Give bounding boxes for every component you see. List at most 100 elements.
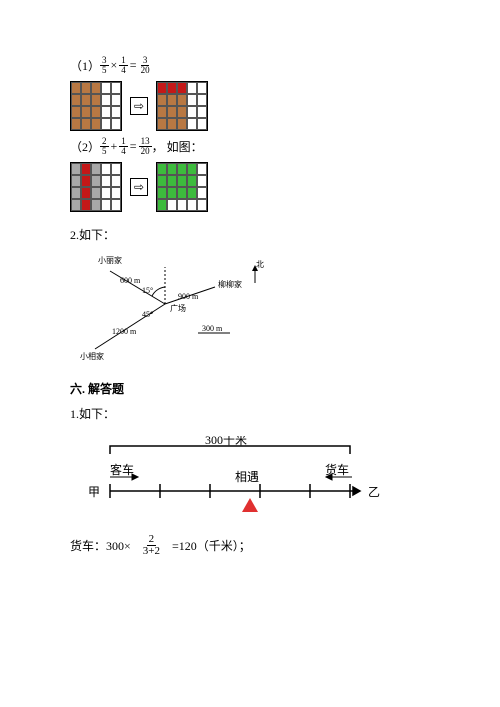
grid-cell	[167, 175, 177, 187]
grid-cell	[157, 163, 167, 175]
grid-row-1: ⇨	[70, 81, 430, 131]
frac-1a: 35	[100, 56, 109, 75]
grid-2-left	[70, 162, 122, 212]
grid-cell	[81, 175, 91, 187]
grid-cell	[177, 187, 187, 199]
grid-cell	[91, 187, 101, 199]
frac-1c: 320	[139, 56, 152, 75]
svg-text:甲: 甲	[88, 485, 100, 499]
grid-cell	[81, 82, 91, 94]
svg-text:300千米: 300千米	[205, 436, 247, 447]
grid-cell	[187, 106, 197, 118]
equation-2: （2） 25 + 14 = 1320 ， 如图：	[70, 137, 430, 156]
grid-cell	[111, 106, 121, 118]
grid-cell	[71, 118, 81, 130]
grid-cell	[91, 82, 101, 94]
svg-text:900 m: 900 m	[178, 292, 199, 301]
grid-cell	[101, 82, 111, 94]
grid-cell	[167, 199, 177, 211]
svg-text:小丽家: 小丽家	[98, 255, 122, 265]
grid-cell	[167, 82, 177, 94]
grid-cell	[167, 187, 177, 199]
grid-cell	[177, 175, 187, 187]
grid-cell	[101, 163, 111, 175]
meeting-triangle-icon	[242, 498, 258, 512]
grid-cell	[177, 199, 187, 211]
grid-cell	[101, 175, 111, 187]
grid-cell	[157, 187, 167, 199]
problem-6-1: 1.如下：	[70, 405, 430, 422]
grid-cell	[71, 106, 81, 118]
grid-cell	[81, 187, 91, 199]
grid-cell	[111, 199, 121, 211]
grid-cell	[197, 199, 207, 211]
grid-cell	[101, 187, 111, 199]
svg-text:1200 m: 1200 m	[112, 327, 137, 336]
problem-2-label: 2.如下：	[70, 226, 430, 243]
grid-cell	[91, 163, 101, 175]
grid-cell	[177, 82, 187, 94]
svg-text:15°: 15°	[142, 286, 153, 295]
grid-cell	[101, 94, 111, 106]
grid-cell	[111, 175, 121, 187]
final-post: =120（千米）；	[172, 537, 251, 554]
number-line-diagram: 300千米 客车 相遇 货车 甲 乙	[70, 436, 430, 520]
svg-text:相遇: 相遇	[235, 470, 259, 484]
grid-2-right	[156, 162, 208, 212]
frac-1b: 14	[119, 56, 128, 75]
grid-cell	[167, 106, 177, 118]
op-1: ×	[111, 58, 118, 73]
arrow-1: ⇨	[130, 97, 148, 115]
grid-cell	[91, 199, 101, 211]
grid-cell	[157, 82, 167, 94]
grid-1-right	[156, 81, 208, 131]
grid-cell	[81, 199, 91, 211]
grid-cell	[197, 94, 207, 106]
grid-cell	[111, 118, 121, 130]
frac-2a: 25	[100, 137, 109, 156]
svg-text:小相家: 小相家	[80, 351, 104, 361]
grid-row-2: ⇨	[70, 162, 430, 212]
grid-cell	[111, 94, 121, 106]
grid-cell	[187, 163, 197, 175]
grid-cell	[187, 175, 197, 187]
op-2: +	[111, 139, 118, 154]
grid-cell	[167, 118, 177, 130]
svg-text:货车: 货车	[325, 462, 349, 477]
grid-cell	[71, 82, 81, 94]
grid-cell	[81, 106, 91, 118]
svg-text:45°: 45°	[142, 310, 153, 319]
svg-text:600 m: 600 m	[120, 276, 141, 285]
eq-1: =	[130, 58, 137, 73]
grid-cell	[71, 175, 81, 187]
grid-cell	[71, 199, 81, 211]
grid-cell	[71, 163, 81, 175]
frac-2c: 1320	[139, 137, 152, 156]
prefix-1: （1）	[70, 57, 100, 74]
grid-cell	[157, 199, 167, 211]
final-calculation: 货车：300× 23+2 =120（千米）；	[70, 534, 430, 557]
grid-cell	[91, 118, 101, 130]
eq-2: =	[130, 139, 137, 154]
grid-cell	[177, 118, 187, 130]
grid-cell	[177, 94, 187, 106]
grid-cell	[167, 94, 177, 106]
grid-cell	[187, 94, 197, 106]
grid-cell	[197, 163, 207, 175]
frac-2b: 14	[119, 137, 128, 156]
grid-cell	[157, 175, 167, 187]
grid-cell	[197, 82, 207, 94]
grid-cell	[91, 175, 101, 187]
grid-cell	[157, 94, 167, 106]
map-diagram: 小丽家 600 m 柳柳家 900 m 广场 15° 45° 1200 m 小相…	[70, 249, 270, 364]
grid-cell	[71, 94, 81, 106]
grid-cell	[101, 199, 111, 211]
svg-text:北: 北	[256, 260, 264, 269]
section-6-title: 六. 解答题	[70, 380, 430, 397]
grid-cell	[91, 94, 101, 106]
grid-cell	[91, 106, 101, 118]
final-frac: 23+2	[141, 534, 162, 557]
svg-text:300 m: 300 m	[202, 324, 223, 333]
grid-cell	[101, 118, 111, 130]
grid-cell	[71, 187, 81, 199]
